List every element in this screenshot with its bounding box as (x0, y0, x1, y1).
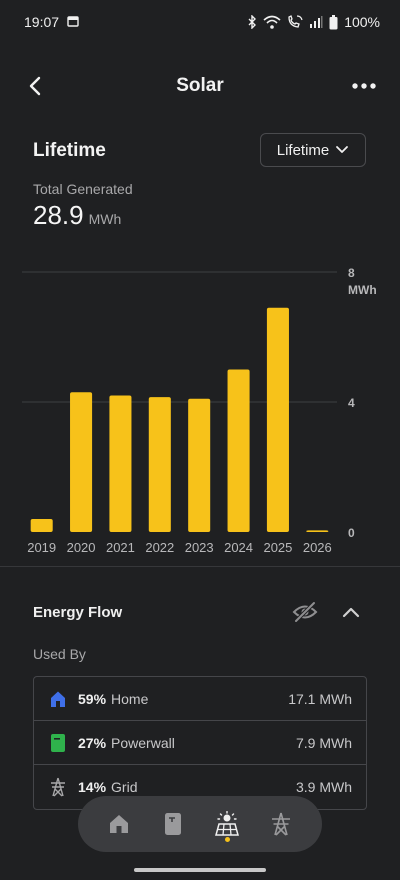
chevron-left-icon (29, 76, 41, 96)
x-tick-label: 2025 (263, 540, 292, 555)
x-tick-label: 2020 (67, 540, 96, 555)
active-indicator (224, 837, 230, 842)
bottom-nav (78, 796, 322, 852)
bar (70, 392, 93, 532)
usage-row-home[interactable]: 59% Home 17.1 MWh (34, 677, 366, 721)
nav-home[interactable] (99, 804, 139, 844)
x-tick-label: 2021 (106, 540, 135, 555)
section-divider (0, 566, 400, 567)
usage-name: Powerwall (111, 734, 175, 751)
nav-grid[interactable] (261, 804, 301, 844)
home-icon (48, 689, 68, 709)
status-time: 19:07 (24, 14, 60, 30)
wifi-call-icon (287, 15, 303, 29)
period-dropdown[interactable]: Lifetime (260, 133, 366, 167)
used-by-label: Used By (33, 646, 86, 662)
gesture-bar (134, 868, 266, 872)
x-tick-label: 2023 (185, 540, 214, 555)
eye-off-icon (292, 601, 318, 623)
usage-percent: 14% (78, 779, 107, 795)
usage-percent: 27% (78, 734, 107, 751)
wifi-icon (263, 15, 281, 29)
solar-generation-chart: 0 4 8 MWh 2019 2020 2021 2022 2023 2024 2025 2026 (22, 266, 377, 555)
chevron-down-icon (336, 146, 349, 153)
calendar-icon (67, 14, 79, 30)
nav-powerwall[interactable] (153, 804, 193, 844)
collapse-button[interactable] (340, 601, 362, 623)
usage-value: 7.9 MWh (295, 734, 352, 751)
back-button[interactable] (22, 72, 50, 100)
bluetooth-icon (247, 15, 257, 29)
powerwall-icon (48, 733, 68, 753)
usage-percent: 59% (78, 690, 107, 707)
nav-solar[interactable] (207, 804, 247, 844)
grid-tower-icon (272, 812, 290, 836)
total-generated: 28.9 MWh (33, 200, 121, 231)
battery-percent: 100% (344, 14, 380, 30)
energy-flow-title: Energy Flow (33, 604, 123, 621)
chevron-up-icon (342, 607, 360, 618)
total-generated-unit: MWh (88, 211, 122, 227)
hide-toggle-button[interactable] (292, 601, 318, 623)
signal-icon (309, 15, 323, 29)
period-dropdown-label: Lifetime (276, 141, 330, 159)
x-tick-label: 2019 (27, 540, 56, 555)
top-bar: Solar (0, 62, 400, 110)
usage-row-grid[interactable]: 14% Grid 3.9 MWh (34, 765, 366, 809)
usage-value: 3.9 MWh (295, 779, 352, 795)
bar (306, 530, 329, 532)
y-tick-label: 0 (348, 526, 355, 540)
usage-name: Home (111, 690, 149, 707)
y-tick-label: 4 (348, 396, 355, 410)
y-unit-label: MWh (348, 283, 377, 297)
x-tick-label: 2026 (303, 540, 332, 555)
page-title: Solar (176, 75, 224, 96)
total-generated-label: Total Generated (33, 181, 133, 197)
grid-tower-icon (48, 777, 68, 797)
bar (227, 369, 250, 532)
bar (109, 395, 132, 532)
home-icon (110, 815, 128, 833)
x-tick-label: 2024 (224, 540, 253, 555)
more-dots-icon (352, 83, 376, 89)
usage-value: 17.1 MWh (288, 690, 352, 707)
bar (30, 519, 53, 532)
solar-icon (215, 811, 239, 836)
usage-name: Grid (111, 779, 138, 795)
powerwall-icon (165, 813, 181, 835)
usage-row-powerwall[interactable]: 27% Powerwall 7.9 MWh (34, 721, 366, 765)
x-tick-label: 2022 (145, 540, 174, 555)
y-tick-label: 8 (348, 266, 355, 280)
total-generated-value: 28.9 (33, 200, 84, 230)
bar (148, 397, 171, 532)
bar (188, 398, 211, 532)
period-title: Lifetime (33, 140, 106, 161)
battery-icon (329, 14, 338, 30)
usage-list: 59% Home 17.1 MWh 27% Powerwall 7.9 MWh … (33, 676, 367, 810)
more-options-button[interactable] (350, 74, 378, 98)
bar (266, 307, 289, 532)
status-bar: 19:07 100% (0, 0, 400, 44)
